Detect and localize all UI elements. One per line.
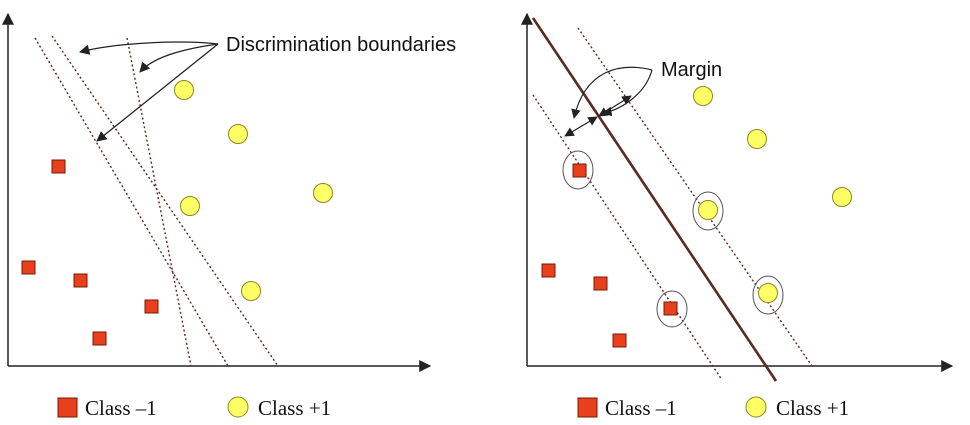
support-vector-ring <box>692 191 724 231</box>
class-pos-point <box>698 200 718 220</box>
class-pos-point <box>832 187 852 207</box>
left-annotation-arrow-2 <box>139 43 219 73</box>
legend-square-label: Class –1 <box>605 396 677 420</box>
margin-arrow-left <box>564 116 598 137</box>
left-boundary-1 <box>34 37 229 367</box>
class-pos-point <box>228 124 248 144</box>
class-pos-point <box>241 281 261 301</box>
left-annotation-label: Discrimination boundaries <box>226 34 456 56</box>
right-legend: Class –1 Class +1 <box>577 396 849 420</box>
left-legend: Class –1 Class +1 <box>57 396 331 420</box>
right-class-pos-points <box>693 86 852 303</box>
left-annotation-arrow-1 <box>78 41 219 55</box>
class-pos-point <box>758 283 778 303</box>
right-decision-boundary <box>531 17 778 382</box>
right-margin-line-upper <box>577 27 813 367</box>
margin-annotation-arrow-1 <box>571 66 653 119</box>
left-class-pos-points <box>174 80 333 301</box>
class-pos-point <box>693 86 713 106</box>
support-vector-ring <box>562 150 594 190</box>
left-annotation-arrow-3 <box>96 43 219 142</box>
class-neg-point <box>612 333 627 348</box>
right-margin-line-lower <box>532 94 723 381</box>
legend-circle-swatch <box>745 396 767 418</box>
legend-circle-label: Class +1 <box>776 396 849 420</box>
class-neg-point <box>73 273 88 288</box>
class-neg-point <box>92 331 107 346</box>
legend-square-label: Class –1 <box>85 396 157 420</box>
legend-square-swatch <box>57 397 78 418</box>
class-neg-point <box>51 159 66 174</box>
support-vector-ring <box>656 290 688 328</box>
class-pos-point <box>313 183 333 203</box>
class-neg-point <box>144 299 159 314</box>
right-class-neg-points <box>541 163 678 348</box>
left-panel: Discrimination boundaries Class –1 Class… <box>1 12 456 420</box>
class-pos-point <box>747 129 767 149</box>
legend-square-swatch <box>577 397 598 418</box>
legend-circle-label: Class +1 <box>258 396 331 420</box>
right-panel: Margin Class –1 C <box>521 12 954 420</box>
right-annotation-label: Margin <box>661 59 722 81</box>
class-neg-point <box>572 163 587 178</box>
support-vector-ring <box>752 275 784 315</box>
margin-annotation-arrow-2 <box>602 69 653 117</box>
legend-circle-swatch <box>227 396 249 418</box>
class-pos-point <box>180 196 200 216</box>
support-vector-rings <box>562 150 784 328</box>
class-neg-point <box>541 263 556 278</box>
class-neg-point <box>21 260 36 275</box>
left-class-neg-points <box>21 159 159 346</box>
class-neg-point <box>593 276 608 291</box>
left-boundary-2 <box>51 35 279 367</box>
class-neg-point <box>663 301 678 316</box>
left-boundary-3 <box>126 37 192 367</box>
class-pos-point <box>174 80 194 100</box>
